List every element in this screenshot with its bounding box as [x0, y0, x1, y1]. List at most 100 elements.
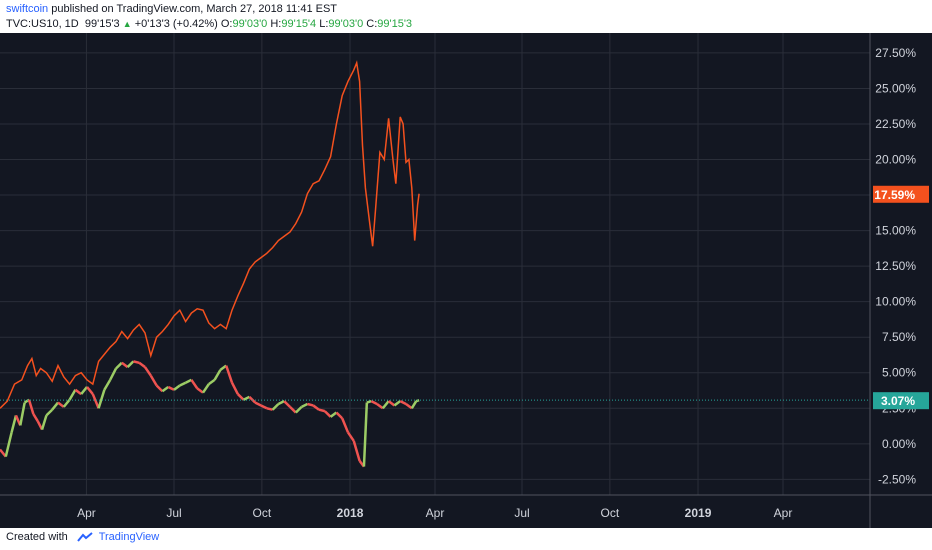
candle-segment	[271, 403, 280, 411]
y-tick-label: 22.50%	[875, 117, 916, 131]
candle-segment	[289, 405, 297, 414]
y-tick-label: 7.50%	[882, 330, 916, 344]
green-last-value-label-bg	[873, 392, 929, 410]
candle-segment	[190, 379, 199, 390]
candle-segment	[115, 361, 123, 370]
candle-segment	[410, 400, 418, 409]
y-axis: 27.50% 25.00% 22.50% 20.00% 15.00% 12.50% 10.0…	[875, 46, 916, 486]
candle-segment	[393, 400, 401, 407]
candle-segment	[277, 400, 285, 406]
candle-segment	[366, 399, 372, 404]
candle-segment	[307, 402, 314, 407]
grid	[0, 33, 932, 528]
candle-segment	[40, 415, 48, 430]
candle-segment	[283, 400, 291, 408]
candle-segment	[266, 407, 273, 411]
x-tick-label: Jul	[514, 506, 529, 520]
candle-segment	[173, 384, 181, 391]
x-axis: Apr Jul Oct 2018 Apr Jul Oct 2019 Apr	[77, 506, 792, 520]
created-with-text: Created with	[6, 531, 68, 543]
candle-segment	[126, 360, 135, 368]
orange-series-line	[0, 60, 420, 409]
last-value-labels: 17.59% 3.07%	[873, 185, 929, 410]
candle-segment	[208, 378, 216, 386]
candle-segment	[362, 402, 369, 467]
close-value: 99'15'3	[377, 18, 413, 30]
publish-info: swiftcoin published on TradingView.com, …	[6, 3, 337, 15]
price-chart[interactable]: 27.50% 25.00% 22.50% 20.00% 15.00% 12.50% 10.0…	[0, 33, 932, 528]
y-tick-label: 10.00%	[875, 295, 916, 309]
candle-segment	[236, 393, 245, 401]
x-tick-label: Apr	[426, 506, 445, 520]
up-arrow-icon: ▲	[122, 19, 132, 29]
candle-segment	[213, 369, 222, 381]
orange-last-value-label: 17.59%	[874, 188, 915, 202]
y-tick-label: 15.00%	[875, 224, 916, 238]
candle-segment	[387, 400, 396, 407]
low-value: 99'03'0	[328, 18, 364, 30]
candle-segment	[376, 403, 384, 410]
candle-segment	[138, 361, 146, 369]
candle-segment	[381, 400, 390, 410]
candle-segment	[201, 383, 210, 394]
candle-segment	[143, 366, 152, 377]
x-tick-label: Jul	[166, 506, 181, 520]
change-value: +0'13'3 (+0.42%)	[134, 18, 218, 30]
orange-last-value-label-bg	[873, 185, 929, 203]
candle-segment	[103, 379, 112, 391]
y-tick-label: 0.00%	[882, 437, 916, 451]
candle-segment	[74, 388, 82, 396]
candle-segment	[86, 386, 94, 395]
footer: Created with TradingView	[6, 531, 159, 543]
candle-segment	[109, 367, 118, 381]
author-link[interactable]: swiftcoin	[6, 3, 49, 15]
candle-segment	[161, 385, 169, 393]
candle-segment	[32, 413, 39, 422]
y-tick-label: 27.50%	[875, 46, 916, 60]
green-last-value-label: 3.07%	[881, 394, 915, 408]
y-tick-label: 12.50%	[875, 259, 916, 273]
series-group	[0, 60, 870, 468]
candle-segment	[346, 431, 355, 442]
candle-segment	[323, 410, 332, 418]
candle-segment	[335, 411, 344, 420]
candle-segment	[352, 440, 361, 462]
tradingview-link[interactable]: TradingView	[98, 531, 160, 543]
candle-segment	[318, 408, 326, 413]
candle-segment	[62, 398, 71, 408]
candle-segment	[294, 405, 303, 414]
high-value: 99'15'4	[281, 18, 317, 30]
candle-segment	[341, 417, 350, 433]
symbol-label: TVC:US10, 1D	[6, 18, 79, 30]
candle-segment	[68, 389, 77, 401]
symbol-info: TVC:US10, 1D 99'15'3 ▲ +0'13'3 (+0.42%) …	[6, 18, 412, 30]
price-value: 99'15'3	[84, 18, 120, 30]
x-tick-label: Apr	[77, 506, 96, 520]
candle-segment	[301, 402, 308, 408]
candle-segment	[19, 402, 26, 426]
x-tick-label: 2018	[337, 506, 364, 520]
candle-segment	[45, 408, 54, 417]
tradingview-logo-icon	[77, 532, 93, 542]
candle-segment	[27, 399, 35, 415]
candle-segment	[185, 378, 192, 384]
x-tick-label: Apr	[774, 506, 793, 520]
y-tick-label: 25.00%	[875, 81, 916, 95]
low-label: L:	[319, 18, 329, 30]
candle-segment	[370, 400, 378, 406]
candle-segment	[155, 384, 164, 393]
candle-segment	[230, 382, 239, 395]
candle-segment	[91, 393, 100, 409]
candle-segment	[149, 374, 158, 387]
y-tick-label: 20.00%	[875, 153, 916, 167]
y-tick-label: -2.50%	[878, 472, 916, 486]
x-tick-label: Oct	[253, 506, 272, 520]
y-tick-label: 5.00%	[882, 366, 916, 380]
publish-text: published on TradingView.com, March 27, …	[51, 3, 338, 15]
candle-segment	[80, 386, 88, 395]
chart-background	[0, 33, 932, 528]
candle-segment	[133, 360, 140, 365]
candle-segment	[97, 389, 106, 409]
candle-segment	[51, 401, 59, 411]
candle-segment	[260, 404, 268, 410]
